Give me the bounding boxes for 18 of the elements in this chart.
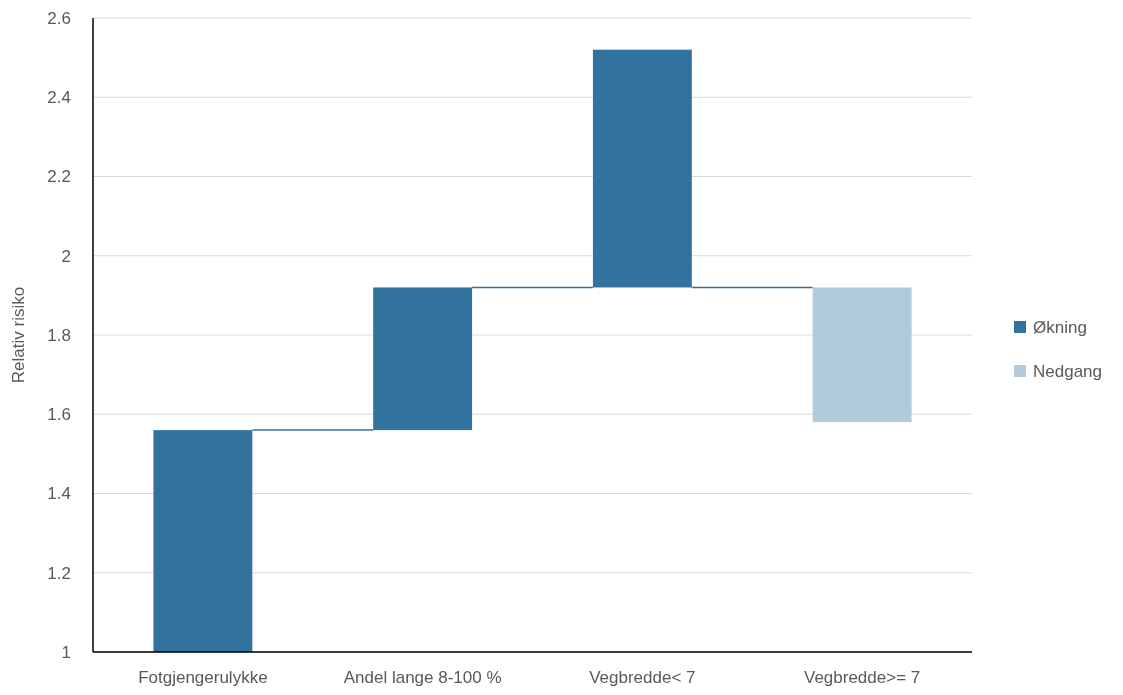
y-tick-label: 1.8 bbox=[47, 325, 71, 345]
x-tick-label: Vegbredde< 7 bbox=[589, 668, 696, 687]
x-tick-label: Vegbredde>= 7 bbox=[803, 668, 921, 687]
legend-label: Økning bbox=[1033, 317, 1087, 337]
y-tick-label: 1.6 bbox=[47, 405, 71, 425]
bar bbox=[592, 49, 692, 288]
y-tick-label: 2 bbox=[61, 246, 71, 266]
bar bbox=[812, 287, 912, 423]
y-tick-label: 2.6 bbox=[47, 8, 71, 28]
y-tick-label: 1.4 bbox=[47, 484, 71, 504]
x-tick-label: Fotgjengerulykke bbox=[138, 668, 268, 687]
y-tick-label: 2.2 bbox=[47, 167, 71, 187]
y-tick-label: 1.2 bbox=[47, 563, 71, 583]
y-tick-label: 1 bbox=[61, 642, 71, 662]
x-tick-label: Andel lange 8-100 % bbox=[343, 668, 502, 687]
y-tick-label: 2.4 bbox=[47, 88, 71, 108]
y-axis-title: Relativ risiko bbox=[9, 286, 28, 384]
legend-label: Nedgang bbox=[1033, 361, 1103, 381]
